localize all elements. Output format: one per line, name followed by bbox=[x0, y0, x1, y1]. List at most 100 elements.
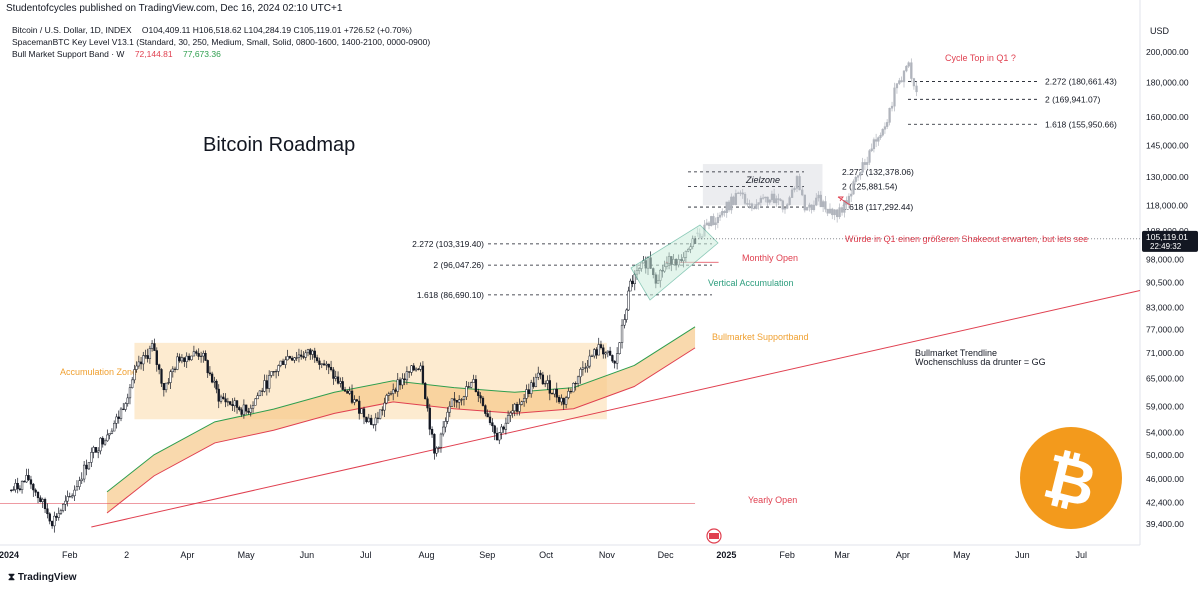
price-candle bbox=[73, 489, 76, 497]
price-candle bbox=[362, 408, 366, 418]
projection-candle bbox=[764, 196, 767, 199]
projection-candle bbox=[902, 70, 906, 83]
price-candle bbox=[279, 360, 282, 366]
tradingview-logo-text: TradingView bbox=[17, 572, 77, 583]
price-candle bbox=[249, 407, 252, 413]
monthly-open-label: Monthly Open bbox=[742, 253, 798, 263]
price-candle bbox=[595, 349, 598, 356]
price-candle bbox=[192, 351, 196, 357]
price-candle bbox=[550, 393, 554, 395]
price-candle bbox=[350, 390, 354, 403]
projection-candle bbox=[879, 134, 882, 138]
price-candle bbox=[139, 361, 143, 365]
vertical-accumulation-channel bbox=[630, 224, 719, 301]
x-tick-label: Sep bbox=[479, 550, 495, 560]
bull-band-upper-line bbox=[106, 326, 696, 493]
price-candle bbox=[374, 417, 377, 425]
price-candle bbox=[75, 486, 79, 491]
price-candle bbox=[12, 489, 15, 491]
price-candle bbox=[546, 380, 549, 384]
price-candle bbox=[467, 386, 470, 388]
current-price-countdown: 22:49:32 bbox=[1150, 242, 1182, 251]
price-candle bbox=[506, 415, 510, 424]
projection-candle bbox=[852, 181, 855, 195]
legend-symbol: Bitcoin / U.S. Dollar, 1D, INDEX bbox=[12, 25, 132, 35]
price-candle bbox=[329, 367, 333, 371]
price-candle bbox=[20, 481, 24, 490]
price-candle bbox=[320, 363, 323, 365]
projection-candle bbox=[824, 201, 827, 210]
fib2-level-label: 2 (125,881.54) bbox=[842, 182, 897, 192]
price-candle bbox=[277, 365, 280, 372]
x-tick-label: 2 bbox=[124, 550, 129, 560]
y-tick-label: 90,500.00 bbox=[1146, 277, 1184, 287]
projection-candle bbox=[833, 209, 836, 216]
price-candle bbox=[477, 391, 480, 396]
price-candle bbox=[180, 357, 184, 362]
price-candle bbox=[631, 280, 634, 284]
projection-candle bbox=[795, 176, 799, 189]
price-candle bbox=[110, 430, 114, 434]
price-candle bbox=[258, 390, 262, 396]
x-tick-label: Aug bbox=[419, 550, 435, 560]
projection-candle bbox=[716, 217, 719, 224]
x-tick-label: Jun bbox=[1015, 550, 1030, 560]
projection-candle bbox=[854, 177, 857, 182]
price-candle bbox=[522, 398, 526, 402]
price-candle bbox=[263, 380, 266, 392]
price-candle bbox=[64, 500, 67, 505]
price-group bbox=[10, 235, 697, 533]
projection-candle bbox=[798, 176, 801, 191]
price-candle bbox=[532, 382, 535, 387]
price-candle bbox=[433, 434, 436, 454]
price-candle bbox=[500, 426, 503, 434]
fib2-level-label: 1.618 (117,292.44) bbox=[842, 202, 913, 212]
projection-candle bbox=[775, 198, 778, 204]
price-candle bbox=[157, 364, 161, 370]
price-candle bbox=[541, 374, 545, 385]
trendline-label-1: Bullmarket Trendline bbox=[915, 348, 997, 358]
fib2-level-label: 2.272 (132,378.06) bbox=[842, 167, 914, 177]
price-candle bbox=[185, 355, 188, 362]
current-price-badge bbox=[1142, 230, 1198, 252]
projection-candle bbox=[907, 62, 910, 67]
projection-candle bbox=[772, 193, 776, 204]
y-tick-label: 39,400.00 bbox=[1146, 519, 1184, 529]
price-candle bbox=[210, 373, 214, 383]
price-candle bbox=[306, 349, 310, 354]
price-candle bbox=[444, 421, 447, 428]
zielzone-label: Zielzone bbox=[745, 175, 780, 185]
price-candle bbox=[270, 371, 273, 376]
projection-candle bbox=[812, 204, 816, 210]
price-candle bbox=[41, 499, 44, 503]
price-candle bbox=[336, 376, 340, 384]
currency-label: USD bbox=[1150, 26, 1170, 36]
legend-indicator2-name: Bull Market Support Band · W bbox=[12, 49, 125, 59]
price-candle bbox=[574, 383, 577, 385]
price-candle bbox=[498, 432, 501, 441]
price-candle bbox=[146, 355, 149, 359]
price-candle bbox=[629, 280, 632, 292]
price-candle bbox=[119, 408, 123, 419]
price-candle bbox=[458, 399, 461, 403]
price-candle bbox=[481, 397, 485, 406]
projection-candle bbox=[730, 196, 733, 211]
projection-candle bbox=[810, 204, 813, 210]
price-candle bbox=[348, 390, 351, 394]
price-candle bbox=[286, 356, 289, 361]
price-candle bbox=[97, 450, 100, 453]
price-candle bbox=[135, 365, 138, 370]
price-candle bbox=[606, 350, 609, 354]
price-candle bbox=[164, 382, 168, 391]
price-candle bbox=[455, 400, 458, 403]
price-candle bbox=[131, 379, 134, 388]
price-candle bbox=[484, 405, 487, 414]
projection-candle bbox=[888, 107, 891, 123]
price-candle bbox=[281, 360, 285, 365]
shakeout-arrow bbox=[837, 196, 851, 206]
projection-candle bbox=[877, 137, 880, 142]
projection-candle bbox=[874, 139, 878, 142]
price-candle bbox=[293, 357, 296, 361]
price-candle bbox=[470, 382, 473, 388]
